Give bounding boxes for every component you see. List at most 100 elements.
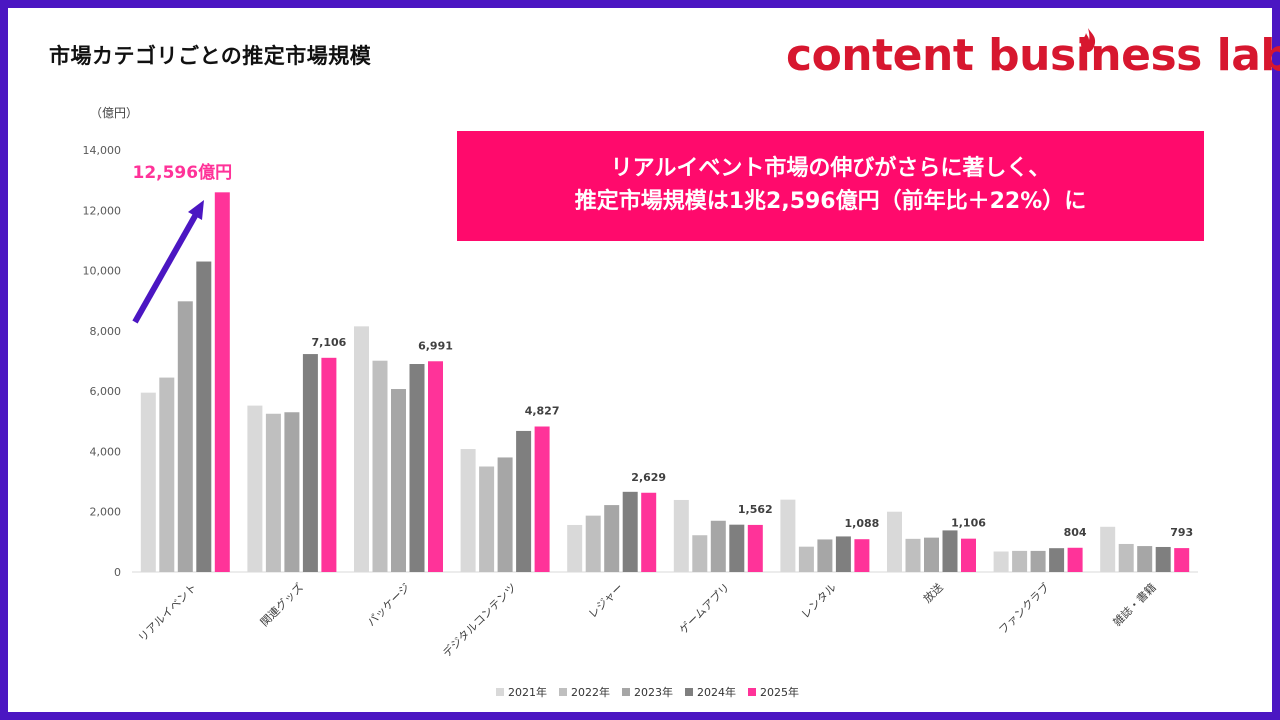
bar — [372, 360, 388, 572]
bar — [1049, 548, 1065, 572]
bar — [854, 539, 870, 572]
category-label: 関連グッズ — [257, 580, 306, 629]
bar — [1030, 550, 1046, 572]
category-label: ファンクラブ — [996, 580, 1053, 637]
bar — [159, 377, 175, 572]
bar — [247, 405, 263, 572]
slide-title: 市場カテゴリごとの推定市場規模 — [49, 44, 372, 68]
bar — [622, 491, 638, 572]
data-label: 1,562 — [738, 503, 773, 516]
bar — [321, 357, 337, 572]
bar — [1155, 546, 1171, 572]
growth-arrow-shaft — [132, 207, 202, 324]
y-axis-unit-label: （億円） — [90, 106, 138, 120]
legend-swatch — [559, 688, 567, 696]
y-tick-label: 2,000 — [90, 506, 122, 519]
bar — [460, 449, 476, 572]
bar — [516, 430, 532, 572]
data-label: 2,629 — [631, 471, 666, 484]
bar — [692, 535, 708, 572]
bar — [479, 466, 495, 572]
bar — [567, 524, 583, 572]
y-tick-label: 4,000 — [90, 445, 122, 458]
growth-arrow-head — [188, 200, 204, 220]
bar — [196, 261, 212, 572]
bar — [729, 524, 745, 572]
bar — [1012, 550, 1028, 572]
bar — [835, 536, 851, 572]
bar — [1137, 546, 1153, 572]
bar — [993, 551, 1009, 572]
bar — [1118, 543, 1134, 572]
legend-swatch — [685, 688, 693, 696]
bar — [177, 301, 193, 572]
legend-label: 2022年 — [571, 686, 610, 699]
bar — [924, 537, 939, 572]
bar — [409, 364, 425, 572]
data-label: 7,106 — [312, 336, 347, 349]
legend-label: 2025年 — [760, 686, 799, 699]
bar — [302, 354, 318, 572]
y-tick-label: 0 — [114, 566, 121, 579]
banner-line-1: リアルイベント市場の伸びがさらに著しく、 — [610, 156, 1051, 181]
bar — [747, 524, 763, 572]
category-label: リアルイベント — [136, 581, 200, 645]
data-label: 1,088 — [845, 517, 880, 530]
bar — [585, 515, 601, 572]
category-label: レジャー — [586, 581, 626, 621]
bar — [391, 389, 406, 572]
bar — [798, 546, 814, 572]
legend-item: 2021年 — [496, 684, 547, 700]
bar — [497, 457, 513, 572]
bar — [710, 520, 726, 572]
headline-banner: リアルイベント市場の伸びがさらに著しく、 推定市場規模は1兆2,596億円（前年… — [457, 131, 1204, 241]
bar — [641, 492, 657, 572]
legend-label: 2023年 — [634, 686, 673, 699]
data-label: 793 — [1170, 526, 1193, 539]
legend-item: 2023年 — [622, 684, 673, 700]
legend-item: 2024年 — [685, 684, 736, 700]
category-label: デジタルコンテンツ — [440, 580, 520, 660]
bar — [1174, 548, 1190, 572]
content-business-lab-logo: content business lab — [786, 26, 1280, 86]
logo-text: content business lab — [786, 30, 1280, 81]
category-label: ゲームアプリ — [677, 581, 733, 637]
y-tick-label: 10,000 — [83, 265, 122, 278]
legend-item: 2025年 — [748, 684, 799, 700]
bar — [534, 426, 550, 572]
y-tick-label: 12,000 — [83, 204, 122, 217]
legend-swatch — [622, 688, 630, 696]
data-label: 6,991 — [418, 339, 453, 352]
legend-item: 2022年 — [559, 684, 610, 700]
legend-swatch — [748, 688, 756, 696]
bar — [961, 538, 976, 572]
legend-swatch — [496, 688, 504, 696]
bar — [942, 530, 958, 572]
bar — [265, 413, 281, 572]
bar — [354, 326, 369, 572]
category-label: 放送 — [920, 580, 945, 605]
bar — [673, 499, 689, 572]
y-tick-label: 14,000 — [83, 144, 122, 157]
bar — [284, 412, 300, 572]
bar — [214, 192, 230, 573]
y-tick-label: 6,000 — [90, 385, 122, 398]
bar — [1067, 547, 1083, 572]
flame-icon — [1081, 28, 1096, 52]
category-label: 雑誌・書籍 — [1110, 580, 1159, 629]
bar — [604, 505, 620, 572]
category-label: レンタル — [799, 581, 839, 621]
callout-label: 12,596億円 — [132, 162, 232, 183]
data-label: 804 — [1064, 526, 1087, 539]
y-tick-label: 8,000 — [90, 325, 122, 338]
data-label: 4,827 — [525, 405, 560, 418]
legend-label: 2021年 — [508, 686, 547, 699]
chart-legend: 2021年 2022年 2023年 2024年 2025年 — [496, 684, 799, 700]
bar — [905, 538, 921, 572]
bar — [140, 392, 156, 572]
legend-label: 2024年 — [697, 686, 736, 699]
bar — [428, 361, 443, 572]
bar — [780, 499, 796, 572]
bar — [817, 539, 833, 572]
